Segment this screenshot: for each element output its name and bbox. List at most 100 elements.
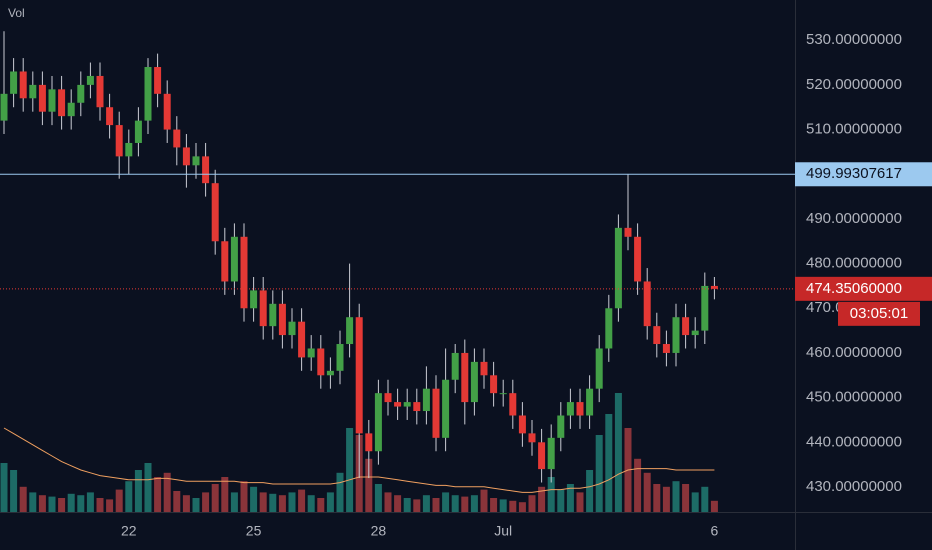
volume-bar [643, 472, 651, 512]
candle-body [480, 361, 488, 376]
y-tick-label: 530.00000000 [806, 31, 902, 48]
volume-bar [432, 498, 440, 512]
candle-body [461, 352, 469, 403]
volume-title: Vol [8, 6, 25, 20]
volume-bar [662, 486, 670, 512]
volume-bar [278, 495, 286, 512]
volume-bar [307, 495, 315, 512]
candle-body [298, 321, 306, 358]
volume-bar [653, 484, 661, 512]
volume-bar [566, 484, 574, 512]
volume-bar [691, 492, 699, 512]
candle-body [307, 348, 315, 358]
volume-bar [346, 428, 354, 512]
candle-body [19, 71, 27, 99]
y-tick-label: 440.00000000 [806, 433, 902, 450]
volume-bar [10, 470, 18, 512]
candle-body [413, 402, 421, 412]
candle-body [202, 156, 210, 184]
volume-bar [58, 498, 66, 512]
candle-body [38, 84, 46, 112]
candle-body [634, 236, 642, 282]
volume-bar [326, 492, 334, 512]
candle-body [10, 71, 18, 94]
last-price-label: 474.35060000 [806, 280, 902, 297]
volume-bar [557, 489, 565, 512]
candle-body [614, 227, 622, 309]
candle-body [662, 344, 670, 353]
candle-body [154, 67, 162, 94]
candle-body [106, 107, 114, 126]
candle-body [240, 236, 248, 309]
volume-bar [422, 495, 430, 512]
volume-bar [38, 495, 46, 512]
candle-body [29, 84, 37, 99]
candle-body [672, 317, 680, 353]
candle-body [538, 442, 546, 470]
volume-bar [77, 495, 85, 512]
volume-bar [614, 393, 622, 512]
y-tick-label: 510.00000000 [806, 121, 902, 138]
candle-body [605, 308, 613, 349]
volume-bar [451, 495, 459, 512]
candle-body [710, 285, 718, 289]
volume-bar [470, 495, 478, 512]
volume-bar [67, 493, 75, 512]
candle-body [470, 361, 478, 403]
volume-bar [173, 491, 181, 512]
candle-body [58, 89, 66, 117]
volume-bar [528, 495, 536, 512]
volume-bar [442, 492, 450, 512]
volume-bar [269, 493, 277, 512]
y-tick-label: 450.00000000 [806, 389, 902, 406]
volume-bar [221, 477, 229, 512]
candle-body [269, 303, 277, 327]
candle-body [288, 321, 296, 336]
candle-body [355, 317, 363, 434]
volume-bar [144, 463, 152, 512]
candle-body [451, 352, 459, 380]
volume-bar [499, 499, 507, 512]
volume-bar [336, 472, 344, 512]
candle-body [346, 317, 354, 345]
candle-body [518, 415, 526, 434]
volume-bar [230, 492, 238, 512]
volume-bar [710, 500, 718, 512]
hline-label: 499.99307617 [806, 165, 902, 182]
volume-bar [106, 499, 114, 512]
candle-body [96, 75, 104, 108]
volume-bar [202, 492, 210, 512]
candle-body [499, 393, 507, 395]
candle-body [0, 93, 8, 121]
volume-bar [240, 481, 248, 512]
volume-bar [595, 435, 603, 512]
candle-body [259, 290, 267, 327]
y-tick-label: 430.00000000 [806, 478, 902, 495]
volume-bar [701, 486, 709, 512]
volume-bar [374, 484, 382, 512]
countdown: 03:05:01 [850, 305, 908, 322]
y-tick-label: 490.00000000 [806, 210, 902, 227]
candle-body [509, 393, 517, 416]
candle-body [77, 84, 85, 103]
volume-bar [250, 486, 258, 512]
candle-body [422, 388, 430, 412]
candle-body [576, 402, 584, 416]
y-tick-label: 480.00000000 [806, 255, 902, 272]
candle-body [528, 433, 536, 443]
x-tick-label: Jul [494, 523, 512, 539]
y-tick-label: 460.00000000 [806, 344, 902, 361]
last-price-box [795, 276, 932, 301]
candle-body [490, 375, 498, 394]
candle-body [173, 129, 181, 148]
volume-bar [682, 484, 690, 512]
x-tick-label: 6 [711, 523, 719, 539]
volume-bar [413, 499, 421, 512]
candle-body [595, 348, 603, 389]
candle-body [86, 75, 94, 85]
candle-body [547, 437, 555, 470]
candle-body [682, 317, 690, 336]
candle-body [250, 290, 258, 309]
volume-bar [154, 477, 162, 512]
